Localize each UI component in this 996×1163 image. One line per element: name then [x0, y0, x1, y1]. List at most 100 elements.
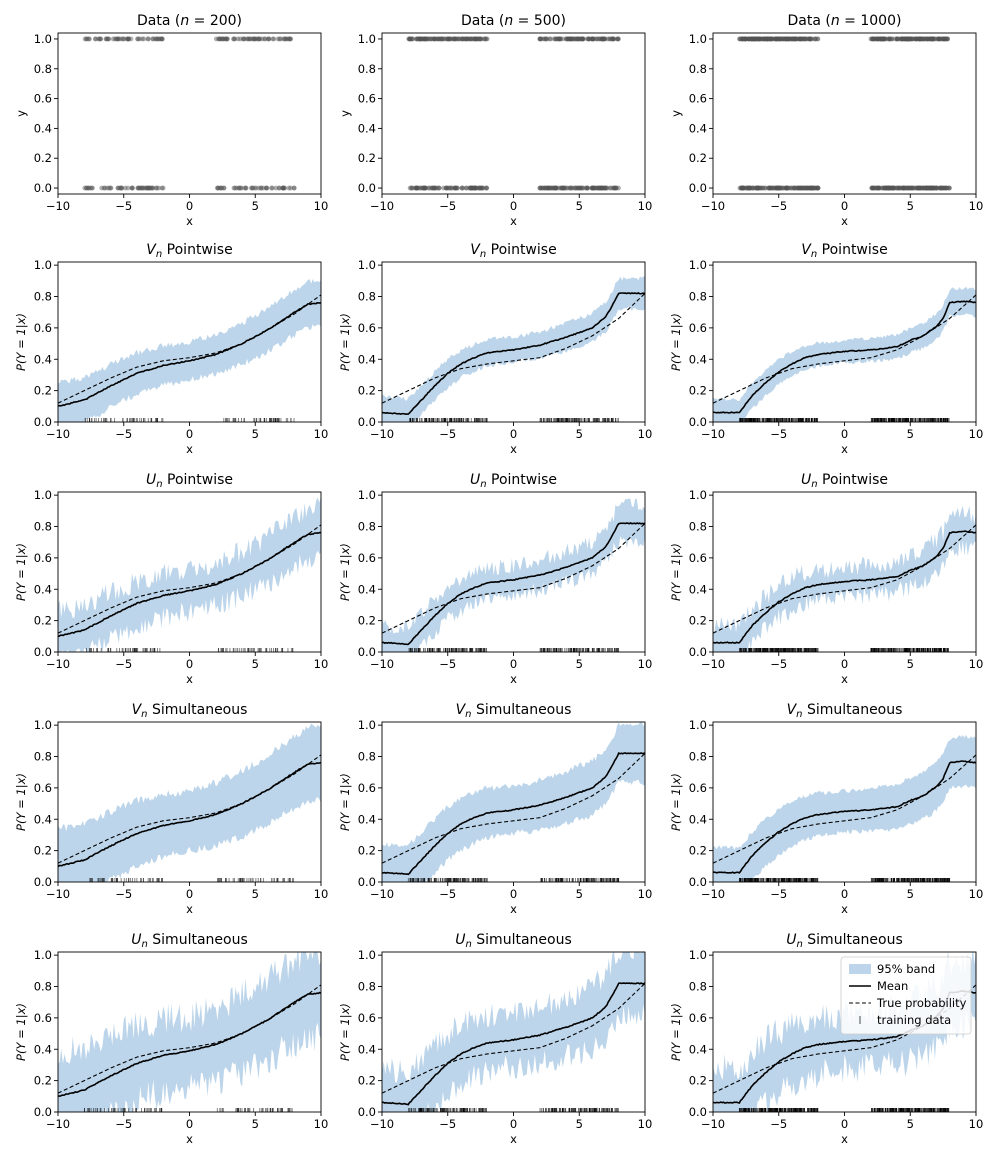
- data-point: [769, 36, 775, 42]
- data-point: [565, 36, 571, 42]
- data-point: [483, 185, 489, 191]
- data-point: [802, 185, 808, 191]
- data-point: [477, 36, 483, 42]
- data-point: [106, 36, 112, 42]
- data-point: [93, 36, 99, 42]
- data-point: [783, 185, 789, 191]
- y-tick-label: 0.8: [34, 520, 52, 534]
- data-point: [407, 36, 413, 42]
- data-point: [578, 185, 583, 191]
- confidence-band: [382, 952, 645, 1112]
- data-point: [104, 185, 110, 191]
- data-point: [415, 185, 421, 191]
- data-point: [940, 185, 946, 191]
- data-point: [885, 185, 891, 191]
- data-point: [882, 185, 888, 191]
- plot-area: [82, 36, 297, 191]
- data-point: [749, 36, 755, 42]
- data-point: [232, 185, 238, 191]
- x-tick-label: 10: [638, 887, 653, 901]
- data-point: [746, 36, 752, 42]
- data-point: [420, 185, 426, 191]
- x-axis-label: x: [510, 214, 517, 228]
- data-point: [446, 185, 452, 191]
- data-point: [810, 185, 816, 191]
- data-point: [791, 185, 797, 191]
- data-point: [429, 185, 435, 191]
- data-point: [740, 36, 746, 42]
- data-point: [616, 36, 621, 42]
- data-point: [468, 185, 474, 191]
- data-point: [569, 185, 574, 191]
- data-point: [473, 36, 479, 42]
- data-point: [899, 36, 905, 42]
- data-point: [605, 36, 611, 42]
- data-point: [218, 185, 223, 191]
- data-point: [248, 36, 254, 42]
- data-point: [547, 185, 553, 191]
- data-point: [739, 185, 745, 191]
- data-point: [905, 36, 911, 42]
- data-point: [249, 185, 255, 191]
- confidence-band: [58, 278, 321, 422]
- data-point: [918, 36, 923, 42]
- y-tick-label: 0.6: [34, 92, 52, 106]
- data-point: [773, 185, 779, 191]
- data-point: [589, 36, 595, 42]
- data-point: [477, 36, 483, 42]
- data-point: [97, 36, 102, 42]
- data-point: [553, 185, 559, 191]
- data-point: [807, 36, 812, 42]
- y-axis-label: y: [14, 110, 28, 117]
- mean-line: [382, 292, 645, 415]
- data-point: [784, 36, 790, 42]
- data-point: [154, 185, 160, 191]
- data-point: [262, 36, 268, 42]
- data-point: [288, 36, 294, 42]
- chart-title: Un Pointwise: [146, 472, 233, 490]
- data-point: [478, 36, 484, 42]
- data-point: [900, 185, 906, 191]
- data-point: [432, 185, 438, 191]
- data-point: [879, 36, 885, 42]
- data-point: [937, 185, 943, 191]
- training-data-rug: [408, 648, 620, 652]
- data-point: [784, 185, 790, 191]
- data-point: [277, 36, 283, 42]
- data-point: [903, 185, 909, 191]
- data-point: [792, 36, 798, 42]
- data-point: [789, 185, 795, 191]
- data-point: [886, 36, 892, 42]
- plot-area: [58, 723, 321, 882]
- data-point: [885, 185, 891, 191]
- data-point: [764, 36, 770, 42]
- data-point: [921, 36, 926, 42]
- data-point: [874, 185, 880, 191]
- data-point: [776, 36, 781, 42]
- training-data-rug: [739, 418, 950, 422]
- data-point: [754, 36, 760, 42]
- data-point: [803, 185, 809, 191]
- data-point: [425, 36, 431, 42]
- data-point: [85, 185, 91, 191]
- x-tick-label: 5: [252, 657, 259, 671]
- data-point: [813, 185, 819, 191]
- data-point: [545, 185, 551, 191]
- y-tick-label: 0.4: [34, 812, 52, 826]
- data-point: [894, 185, 899, 191]
- data-point: [449, 185, 455, 191]
- data-point: [923, 185, 928, 191]
- data-point: [753, 185, 759, 191]
- y-axis-label: P(Y = 1|x): [669, 773, 683, 831]
- data-point: [540, 185, 546, 191]
- data-point: [565, 36, 571, 42]
- data-point: [589, 185, 595, 191]
- data-point: [913, 36, 919, 42]
- data-point: [590, 185, 595, 191]
- data-point: [599, 185, 605, 191]
- data-point: [547, 36, 553, 42]
- data-point: [86, 36, 92, 42]
- data-point: [928, 36, 934, 42]
- data-point: [778, 36, 784, 42]
- data-point: [794, 185, 800, 191]
